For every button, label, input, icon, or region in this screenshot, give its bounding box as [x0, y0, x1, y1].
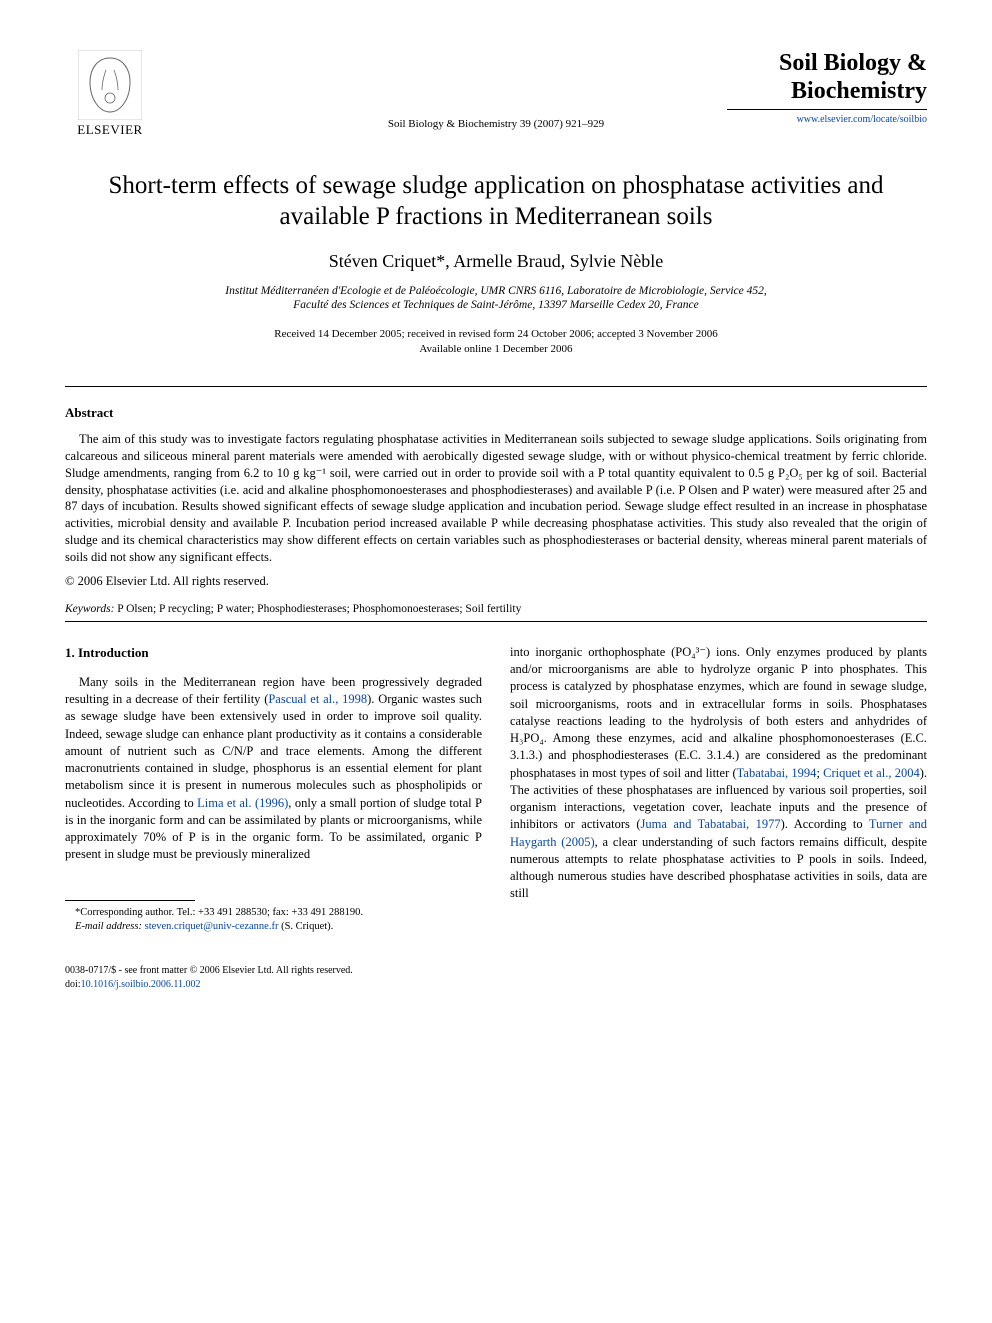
journal-rule [727, 109, 927, 110]
footnote-rule [65, 900, 195, 901]
journal-name-l1: Soil Biology & [779, 50, 927, 76]
column-right: into inorganic orthophosphate (PO₄³⁻) io… [510, 644, 927, 934]
footnote-email: E-mail address: steven.criquet@univ-ceza… [65, 920, 482, 934]
authors: Stéven Criquet*, Armelle Braud, Sylvie N… [65, 251, 927, 272]
keywords-label: Keywords: [65, 603, 114, 615]
publisher-name: ELSEVIER [77, 122, 142, 138]
publisher-block: ELSEVIER [65, 50, 155, 138]
affiliation-l1: Institut Méditerranéen d'Ecologie et de … [225, 285, 766, 297]
abstract-text: The aim of this study was to investigate… [65, 431, 927, 566]
keywords-text: P Olsen; P recycling; P water; Phosphodi… [114, 603, 521, 615]
intro-heading: 1. Introduction [65, 644, 482, 662]
column-left: 1. Introduction Many soils in the Medite… [65, 644, 482, 934]
dates-l1: Received 14 December 2005; received in r… [274, 328, 718, 340]
journal-url[interactable]: www.elsevier.com/locate/soilbio [727, 114, 927, 125]
elsevier-logo [78, 50, 142, 120]
rule-top [65, 386, 927, 387]
abstract-label: Abstract [65, 405, 927, 421]
body-columns: 1. Introduction Many soils in the Medite… [65, 644, 927, 934]
journal-name: Soil Biology & Biochemistry [727, 50, 927, 105]
doi-link[interactable]: 10.1016/j.soilbio.2006.11.002 [81, 979, 201, 990]
affiliation-l2: Faculté des Sciences et Techniques de Sa… [293, 299, 698, 311]
footer-issn: 0038-0717/$ - see front matter © 2006 El… [65, 964, 927, 978]
page-footer: 0038-0717/$ - see front matter © 2006 El… [65, 964, 927, 991]
dates: Received 14 December 2005; received in r… [65, 327, 927, 356]
rule-bottom [65, 621, 927, 622]
article-title: Short-term effects of sewage sludge appl… [65, 170, 927, 233]
footer-doi: doi:10.1016/j.soilbio.2006.11.002 [65, 978, 927, 992]
footnote-email-link[interactable]: steven.criquet@univ-cezanne.fr [142, 921, 281, 932]
footnote-corresponding: *Corresponding author. Tel.: +33 491 288… [65, 906, 482, 920]
journal-name-l2: Biochemistry [791, 78, 927, 104]
journal-block: Soil Biology & Biochemistry www.elsevier… [727, 50, 927, 125]
footnote-email-suffix: (S. Criquet). [281, 921, 333, 932]
intro-para-right: into inorganic orthophosphate (PO₄³⁻) io… [510, 644, 927, 903]
footnote-email-label: E-mail address: [75, 921, 142, 932]
intro-para-left: Many soils in the Mediterranean region h… [65, 674, 482, 864]
dates-l2: Available online 1 December 2006 [419, 343, 572, 355]
copyright: © 2006 Elsevier Ltd. All rights reserved… [65, 574, 927, 589]
doi-label: doi: [65, 979, 81, 990]
keywords: Keywords: P Olsen; P recycling; P water;… [65, 603, 927, 615]
abstract-body: The aim of this study was to investigate… [65, 431, 927, 566]
affiliation: Institut Méditerranéen d'Ecologie et de … [65, 284, 927, 314]
